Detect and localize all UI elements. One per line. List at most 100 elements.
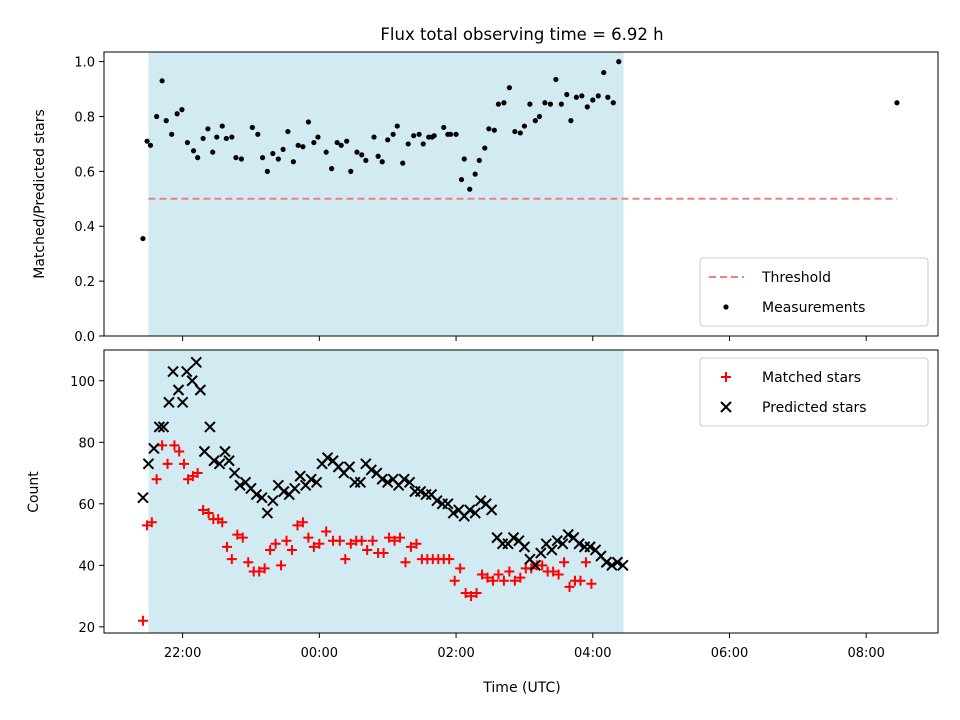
matched-star-point xyxy=(580,557,591,568)
top-legend-box xyxy=(699,257,929,327)
measurement-point xyxy=(527,101,533,107)
matched-star-point xyxy=(157,440,168,451)
measurement-point xyxy=(140,235,146,242)
x-tick-label: 04:00 xyxy=(574,646,611,661)
x-tick-label: 02:00 xyxy=(437,646,474,661)
matched-star-point xyxy=(389,535,400,546)
measurement-point xyxy=(259,155,266,161)
measurement-point xyxy=(338,142,344,148)
predicted-star-point xyxy=(474,495,487,507)
measurement-point xyxy=(416,131,422,137)
matched-star-point xyxy=(586,578,597,589)
top-y-tick-label: 0.8 xyxy=(74,110,95,125)
measurement-point xyxy=(573,94,579,100)
matched-star-point xyxy=(276,560,287,571)
bottom-y-tick-label: 40 xyxy=(78,559,95,574)
top-y-tick-label: 0.6 xyxy=(74,165,95,180)
predicted-star-point xyxy=(535,547,547,559)
predicted-star-point xyxy=(584,541,596,553)
predicted-star-point xyxy=(289,482,301,495)
legend-label: Matched stars xyxy=(762,370,861,386)
predicted-star-point xyxy=(163,396,175,409)
matched-star-point xyxy=(367,535,378,546)
predicted-star-point xyxy=(376,473,388,485)
measurement-point xyxy=(453,131,459,137)
x-tick-label: 00:00 xyxy=(301,646,338,661)
measurement-point xyxy=(354,149,360,155)
measurement-point xyxy=(447,131,454,137)
measurement-point xyxy=(491,127,497,133)
matched-star-point xyxy=(286,544,297,555)
measurement-point xyxy=(174,111,180,117)
predicted-star-point xyxy=(176,396,189,409)
predicted-star-point xyxy=(208,455,220,467)
predicted-star-point xyxy=(354,476,367,488)
predicted-star-point xyxy=(278,485,290,498)
bottom-y-tick-label: 60 xyxy=(78,498,95,513)
legend-label: Measurements xyxy=(762,300,865,316)
matched-star-point xyxy=(553,569,564,580)
measurement-point xyxy=(400,160,406,166)
matched-star-point xyxy=(515,572,526,583)
matched-star-point xyxy=(265,544,276,555)
matched-star-point xyxy=(292,520,303,531)
measurement-point xyxy=(420,141,426,147)
measurement-point xyxy=(169,131,175,137)
matched-star-point xyxy=(314,538,325,549)
matched-star-point xyxy=(259,563,270,574)
predicted-star-point xyxy=(194,384,207,396)
measurement-point xyxy=(595,93,601,99)
matched-star-point xyxy=(174,446,185,457)
matched-star-point xyxy=(564,581,575,592)
predicted-star-point xyxy=(600,556,613,568)
matched-star-point xyxy=(254,566,265,577)
measurement-point xyxy=(390,131,396,137)
matched-star-point xyxy=(487,575,498,586)
matched-star-point xyxy=(178,458,189,469)
matched-star-point xyxy=(471,588,482,599)
measurement-point xyxy=(517,130,523,136)
legend-predicted-swatch xyxy=(720,401,732,413)
bottom-panel-counts: 20 40 60 80 100 22:00 00:00 02:00 04:00 06:00 08:0… xyxy=(70,349,939,661)
measurement-point xyxy=(280,146,286,153)
measurement-point xyxy=(233,155,239,161)
measurement-point xyxy=(394,123,400,129)
measurement-point xyxy=(190,148,197,154)
predicted-star-point xyxy=(551,535,563,547)
matched-star-point xyxy=(548,566,559,577)
matched-star-point xyxy=(537,560,548,571)
measurement-point xyxy=(482,145,488,151)
matched-star-point xyxy=(384,532,395,543)
matched-star-point xyxy=(308,541,319,552)
measurement-point xyxy=(532,117,538,124)
matched-star-point xyxy=(303,532,314,543)
matched-star-point xyxy=(334,535,345,546)
measurement-point xyxy=(290,159,296,165)
measurement-point xyxy=(144,138,150,144)
predicted-star-point xyxy=(617,559,629,572)
measurement-point xyxy=(568,117,574,124)
predicted-star-point xyxy=(507,531,520,544)
matched-star-point xyxy=(559,557,570,568)
measurement-point xyxy=(179,107,185,113)
measurement-point xyxy=(334,139,340,146)
matched-star-point xyxy=(169,440,180,451)
predicted-star-point xyxy=(153,421,166,433)
measurement-point xyxy=(205,126,211,132)
predicted-star-point xyxy=(142,458,155,470)
x-tick-label: 22:00 xyxy=(164,646,201,661)
predicted-star-point xyxy=(414,485,427,498)
matched-star-point xyxy=(509,575,520,586)
measurement-point xyxy=(219,123,225,129)
measurement-point xyxy=(315,134,321,140)
predicted-star-point xyxy=(167,365,179,378)
predicted-star-point xyxy=(447,507,460,519)
predicted-star-point xyxy=(190,356,202,369)
measurement-point xyxy=(558,101,564,107)
predicted-star-point xyxy=(365,464,377,476)
measurement-point xyxy=(458,176,465,183)
matched-star-point xyxy=(222,541,233,552)
measurement-point xyxy=(238,156,245,162)
predicted-star-point xyxy=(219,445,231,458)
measurement-point xyxy=(363,157,369,163)
